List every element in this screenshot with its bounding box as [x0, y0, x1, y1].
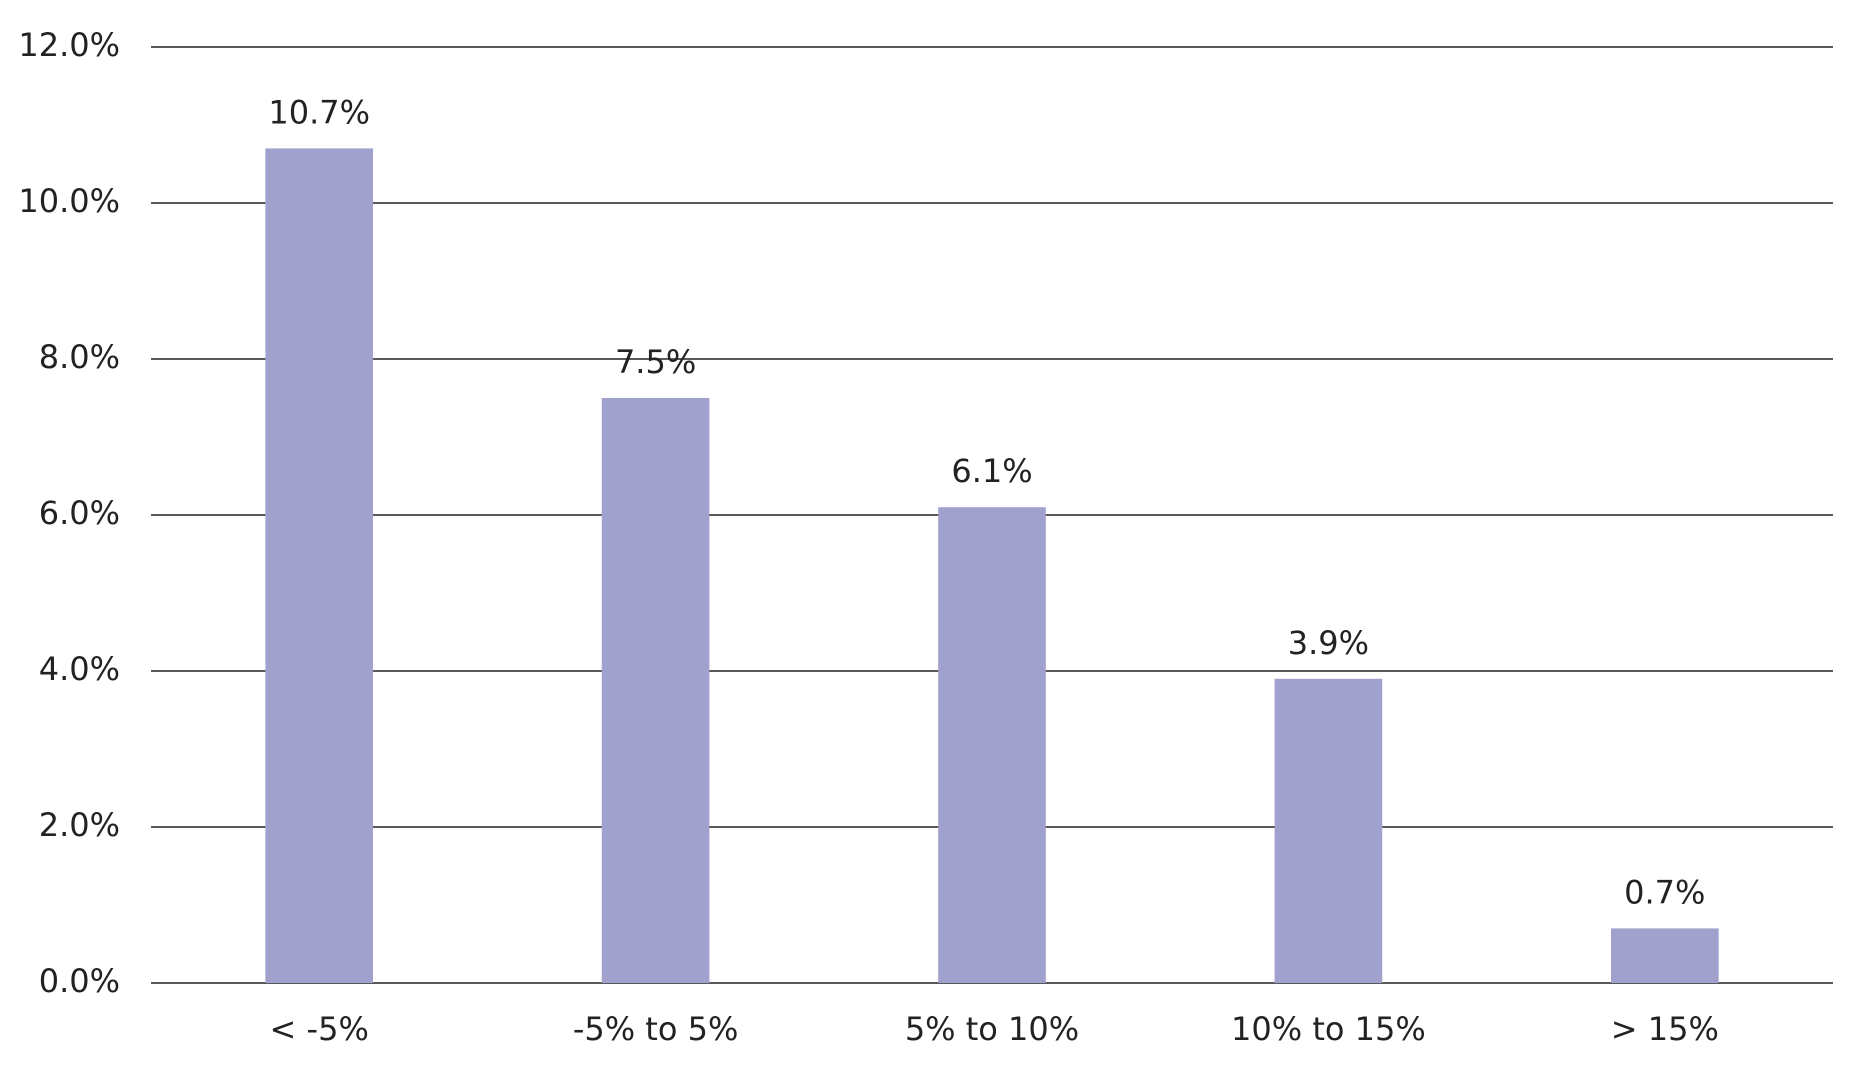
x-tick-label: 5% to 10% — [905, 1010, 1079, 1048]
bar — [601, 398, 710, 983]
value-label: 10.7% — [268, 93, 370, 131]
value-label: 0.7% — [1624, 873, 1705, 911]
y-tick-label: 8.0% — [39, 338, 120, 376]
x-tick-label: 10% to 15% — [1231, 1010, 1426, 1048]
bar — [1274, 678, 1383, 983]
y-tick-label: 2.0% — [39, 806, 120, 844]
y-tick-label: 4.0% — [39, 650, 120, 688]
bar — [265, 148, 374, 983]
x-tick-label: -5% to 5% — [573, 1010, 739, 1048]
x-tick-label: < -5% — [270, 1010, 369, 1048]
value-label: 7.5% — [615, 343, 696, 381]
x-tick-label: > 15% — [1611, 1010, 1719, 1048]
value-label: 3.9% — [1288, 624, 1369, 662]
y-tick-label: 10.0% — [18, 182, 120, 220]
y-tick-label: 12.0% — [18, 26, 120, 64]
y-tick-label: 0.0% — [39, 962, 120, 1000]
value-label: 6.1% — [951, 452, 1032, 490]
y-tick-label: 6.0% — [39, 494, 120, 532]
bar — [938, 507, 1046, 983]
bar — [1610, 928, 1719, 983]
